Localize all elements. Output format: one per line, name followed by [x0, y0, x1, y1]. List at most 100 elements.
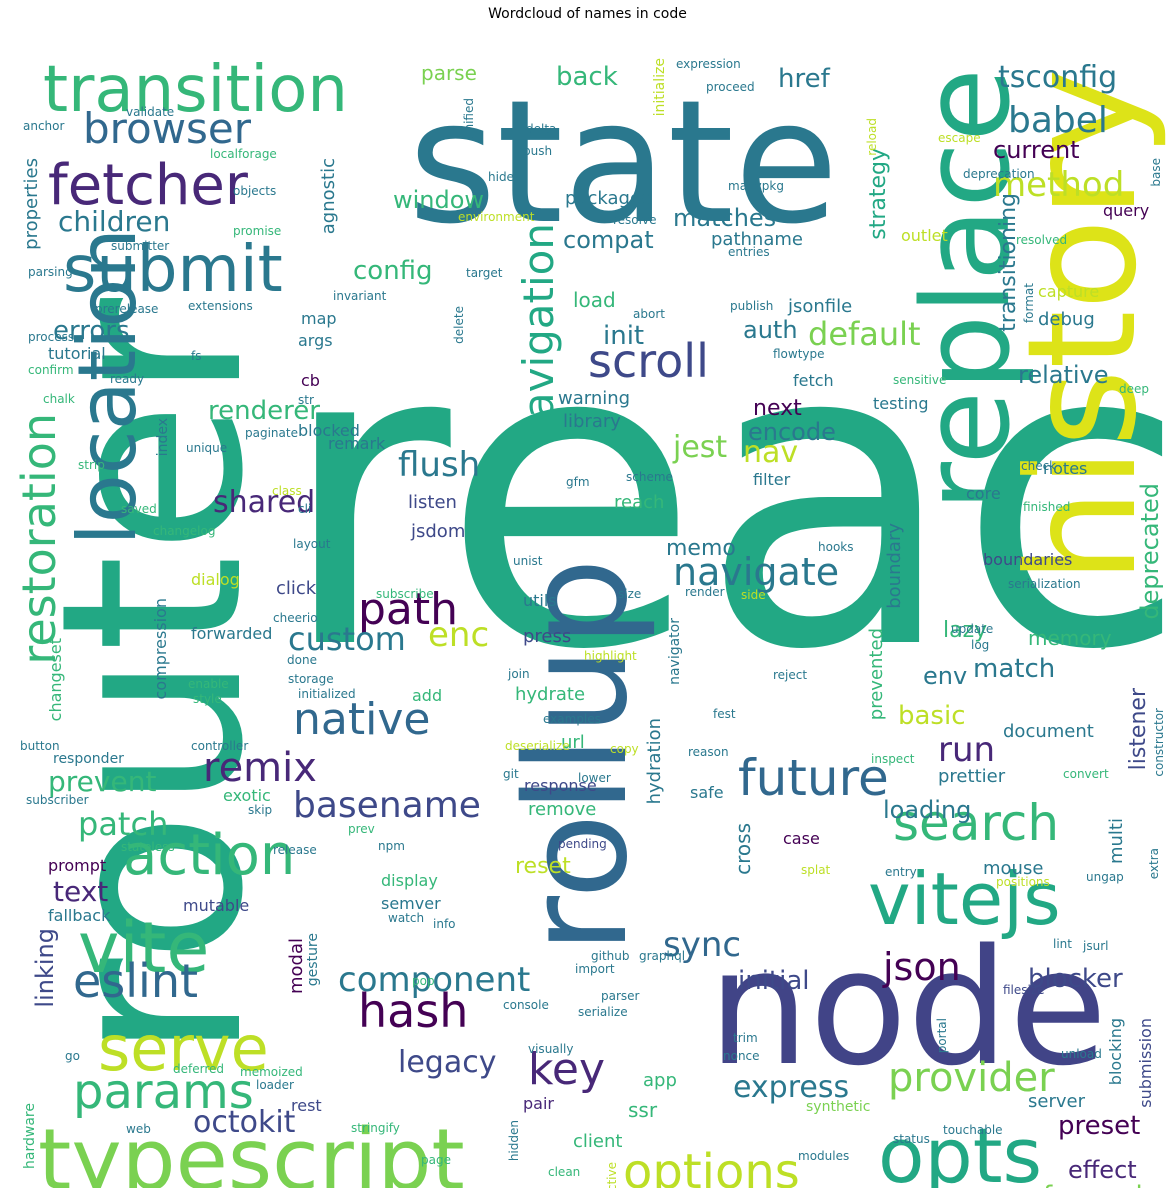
word-provider: provider — [888, 1055, 1055, 1101]
word-proceed: proceed — [706, 80, 755, 94]
word-hardware: hardware — [22, 1103, 38, 1169]
word-legacy: legacy — [398, 1045, 497, 1080]
word-submitter: submitter — [111, 239, 170, 253]
word-index: index — [155, 418, 171, 457]
word-join: join — [508, 667, 530, 681]
word-entries: entries — [728, 245, 770, 259]
word-testing: testing — [873, 394, 929, 413]
word-confirm: confirm — [28, 363, 74, 377]
word-map: map — [301, 309, 337, 328]
word-vitejs: vitejs — [868, 857, 1061, 941]
word-submit: submit — [63, 233, 283, 307]
wordcloud-canvas: reactrouterstatenodehistoryrollupreplace… — [8, 28, 1168, 1188]
word-hash: hash — [358, 984, 469, 1038]
word-preset: preset — [1058, 1111, 1141, 1141]
word-encode: encode — [748, 418, 836, 446]
word-mouse: mouse — [983, 858, 1044, 879]
word-loading: loading — [883, 796, 972, 824]
word-navigator: navigator — [667, 618, 683, 685]
word-search: search — [893, 794, 1060, 852]
word-stateless: stateless — [121, 840, 175, 854]
word-layout: layout — [293, 537, 331, 551]
word-properties: properties — [21, 158, 42, 250]
word-children: children — [58, 205, 171, 238]
word-compression: compression — [151, 598, 170, 700]
word-boundaries: boundaries — [983, 550, 1073, 569]
word-sync: sync — [663, 925, 742, 965]
word-lint: lint — [1053, 937, 1072, 951]
word-visually: visually — [528, 1042, 574, 1056]
word-synthetic: synthetic — [806, 1099, 871, 1115]
word-native: native — [293, 694, 431, 745]
word-update: update — [951, 622, 994, 636]
word-unist: unist — [513, 554, 543, 568]
word-blocker: blocker — [1028, 964, 1123, 994]
word-enable: enable — [188, 677, 229, 691]
word-release: release — [273, 843, 317, 857]
word-tutorial: tutorial — [48, 344, 106, 363]
word-babel: babel — [1008, 100, 1108, 141]
word-effect: effect — [1068, 1156, 1137, 1184]
word-fetcher: fetcher — [48, 153, 248, 218]
word-prerelease: prerelease — [95, 302, 159, 316]
word-web: web — [126, 1122, 151, 1136]
word-reach: reach — [614, 492, 665, 513]
word-tsconfig: tsconfig — [998, 60, 1118, 95]
word-path: path — [358, 584, 459, 635]
word-custom: custom — [288, 620, 406, 658]
word-format: format — [1022, 283, 1036, 324]
word-resolve: resolve — [613, 213, 657, 227]
word-eslint: eslint — [73, 954, 199, 1008]
word-blocked: blocked — [298, 421, 360, 440]
word-document: document — [1003, 721, 1094, 742]
word-stringify: stringify — [351, 1121, 400, 1135]
word-library: library — [563, 411, 621, 432]
word-paginate: paginate — [245, 426, 298, 440]
word-active: active — [605, 1162, 619, 1188]
word-method: method — [993, 165, 1125, 205]
word-prompt: prompt — [48, 856, 107, 875]
word-pair: pair — [523, 1094, 554, 1113]
word-args: args — [298, 331, 333, 350]
word-cb: cb — [301, 371, 320, 390]
word-submission: submission — [1136, 1018, 1155, 1108]
word-trim: trim — [733, 1031, 758, 1045]
word-splat: splat — [801, 863, 831, 877]
word-capture: capture — [1038, 282, 1100, 301]
word-remove: remove — [528, 799, 597, 820]
word-serve: serve — [98, 1012, 269, 1085]
word-check: check — [1021, 459, 1057, 473]
word-boundary: boundary — [884, 523, 905, 609]
word-examples: examples — [543, 712, 601, 726]
word-listener: listener — [1126, 688, 1151, 771]
word-extra: extra — [1147, 848, 1161, 880]
word-promise: promise — [233, 224, 282, 238]
word-skip: skip — [248, 803, 273, 817]
word-blocking: blocking — [1106, 1018, 1125, 1086]
word-flush: flush — [398, 445, 481, 485]
word-forward: forward — [1043, 1183, 1143, 1188]
word-node: node — [708, 914, 1108, 1101]
word-press: press — [523, 626, 572, 647]
word-git: git — [503, 767, 519, 781]
word-strategy: strategy — [866, 148, 891, 240]
word-storage: storage — [288, 672, 334, 686]
word-nav: nav — [743, 435, 799, 470]
word-deferred: deferred — [173, 1062, 224, 1076]
word-escape: escape — [938, 131, 981, 145]
word-hide: hide — [488, 170, 514, 184]
word-base: base — [1149, 158, 1163, 187]
word-octokit: octokit — [193, 1105, 296, 1140]
word-key: key — [528, 1044, 606, 1095]
word-invariant: invariant — [333, 289, 387, 303]
word-clean: clean — [548, 1165, 581, 1179]
word-load: load — [573, 288, 616, 312]
word-go: go — [65, 1049, 80, 1063]
word-process: process — [28, 330, 75, 344]
word-packages: packages — [565, 188, 651, 209]
word-linking: linking — [31, 928, 59, 1008]
word-listen: listen — [408, 492, 457, 513]
word-import: import — [575, 962, 615, 976]
word-shared: shared — [213, 485, 316, 520]
word-memory: memory — [1028, 626, 1112, 650]
